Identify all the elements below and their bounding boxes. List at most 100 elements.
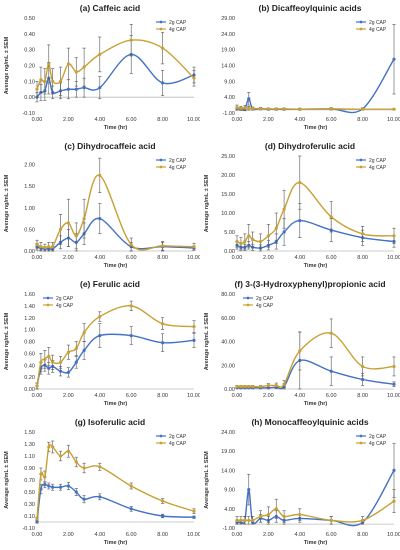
legend-label: 4g CAP — [369, 441, 387, 447]
data-point — [82, 86, 86, 90]
legend-label: 2g CAP — [169, 20, 187, 26]
data-point — [247, 488, 251, 492]
data-point — [51, 245, 55, 249]
legend-entry: 2g CAP — [156, 158, 187, 164]
data-point — [47, 62, 51, 66]
data-point — [129, 38, 133, 42]
data-point — [258, 514, 263, 519]
y-tick-label: 1.60 — [24, 292, 35, 298]
data-point — [274, 226, 278, 230]
y-tick-label: 1.30 — [24, 442, 35, 448]
x-tick-label: 8.00 — [357, 117, 368, 123]
data-point — [47, 445, 51, 449]
x-tick-label: 4.00 — [294, 393, 305, 399]
chart-panel-1: (a) Caffeic acid-0.100.000.100.200.300.4… — [4, 3, 200, 131]
x-tick-label: 4.00 — [94, 393, 105, 399]
data-point — [47, 366, 51, 370]
data-point — [74, 70, 78, 74]
x-tick-label: 2.00 — [63, 117, 74, 123]
y-tick-label: 0.30 — [24, 502, 35, 508]
data-point — [47, 245, 51, 249]
legend-label: 4g CAP — [169, 165, 187, 171]
data-point — [35, 517, 39, 521]
data-point — [161, 499, 165, 503]
data-point — [298, 219, 302, 223]
y-tick-label: 40.00 — [221, 340, 235, 346]
data-point — [161, 341, 165, 345]
y-tick-label: 0.50 — [24, 490, 35, 496]
legend-label: 4g CAP — [369, 165, 387, 171]
data-point — [282, 107, 286, 111]
data-point — [329, 215, 333, 219]
legend-label: 4g CAP — [256, 303, 274, 309]
data-point — [235, 518, 239, 522]
data-point — [298, 107, 302, 111]
data-point — [243, 106, 247, 110]
x-tick-label: 4.00 — [94, 117, 105, 123]
data-point — [298, 512, 302, 517]
y-tick-label: 0.00 — [24, 95, 35, 101]
data-point — [298, 181, 302, 185]
data-point — [51, 79, 55, 83]
data-point — [239, 241, 243, 245]
legend-entry: 4g CAP — [156, 441, 187, 447]
data-point — [329, 369, 333, 373]
x-tick-label: 6.00 — [326, 255, 337, 261]
data-point — [66, 350, 70, 354]
data-point — [129, 484, 133, 488]
chart-panel-5: (e) Ferulic acid 0.00 0.20 0.40 0.60 0.80 1.00… — [4, 279, 200, 407]
chart-title: (g) Isoferulic acid — [75, 417, 145, 427]
y-tick-label: -0.10 — [22, 111, 35, 117]
legend-entry: 4g CAP — [356, 441, 387, 447]
y-tick-label: 19.00 — [221, 48, 235, 54]
chart-panel-8: (h) Monocaffeoylquinic acids -1.00 4.00 9.0… — [204, 417, 400, 546]
y-tick-label: 25.00 — [221, 154, 235, 160]
x-tick-label: 0.00 — [32, 255, 43, 261]
legend-entry: 2g CAP — [356, 158, 387, 164]
data-point — [235, 106, 239, 110]
x-tick-label: 8.00 — [357, 255, 368, 261]
data-point — [161, 81, 165, 85]
legend-entry: 4g CAP — [243, 303, 274, 309]
x-tick-label: 2.00 — [263, 117, 274, 123]
data-point — [43, 245, 47, 250]
chart-title: (h) Monocaffeoylquinic acids — [251, 417, 368, 427]
x-tick-label: 10.00 — [387, 117, 400, 123]
y-tick-label: 19.00 — [221, 449, 235, 455]
data-point — [66, 87, 70, 91]
data-point — [82, 348, 86, 353]
legend-label: 2g CAP — [369, 434, 387, 440]
data-point — [35, 242, 39, 247]
x-axis-label: Time (hr) — [304, 263, 328, 269]
x-tick-label: 6.00 — [126, 532, 137, 538]
y-tick-label: 10.00 — [221, 211, 235, 217]
data-point — [258, 385, 263, 389]
data-point — [74, 347, 78, 351]
data-point — [392, 468, 396, 472]
x-axis-label: Time (hr) — [104, 401, 128, 407]
data-point — [98, 465, 102, 469]
data-point — [66, 62, 70, 66]
data-point — [392, 364, 396, 369]
data-point — [361, 377, 365, 382]
data-point — [274, 107, 278, 111]
y-tick-label: 0.00 — [224, 387, 235, 393]
legend-entry: 4g CAP — [43, 303, 74, 309]
legend-entry: 4g CAP — [356, 27, 387, 33]
y-tick-label: 4.00 — [224, 95, 235, 101]
y-tick-label: 0.30 — [24, 48, 35, 54]
data-point — [35, 520, 39, 524]
y-tick-label: 29.00 — [221, 16, 235, 22]
y-tick-label: -1.00 — [222, 526, 235, 532]
data-point — [35, 384, 39, 388]
y-tick-label: 1.50 — [24, 430, 35, 436]
x-tick-label: 4.00 — [294, 117, 305, 123]
x-tick-label: 0.00 — [32, 532, 43, 538]
data-point — [239, 385, 243, 389]
data-point — [58, 79, 63, 83]
x-tick-label: 8.00 — [157, 393, 168, 399]
data-point — [192, 338, 196, 342]
data-point — [192, 245, 196, 249]
x-axis-label: Time (hr) — [304, 401, 328, 407]
